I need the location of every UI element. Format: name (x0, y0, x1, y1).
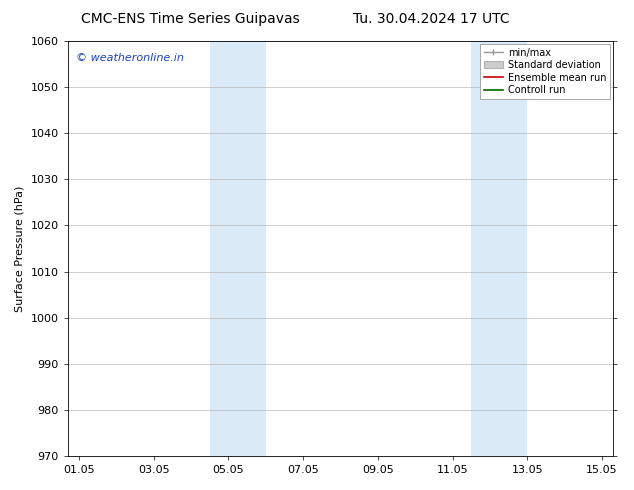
Text: CMC-ENS Time Series Guipavas: CMC-ENS Time Series Guipavas (81, 12, 300, 26)
Text: © weatheronline.in: © weatheronline.in (76, 53, 184, 64)
Bar (471, 41, 527, 456)
Legend: min/max, Standard deviation, Ensemble mean run, Controll run: min/max, Standard deviation, Ensemble me… (480, 44, 611, 99)
Text: Tu. 30.04.2024 17 UTC: Tu. 30.04.2024 17 UTC (353, 12, 510, 26)
Y-axis label: Surface Pressure (hPa): Surface Pressure (hPa) (15, 185, 25, 312)
Bar (210, 41, 266, 456)
